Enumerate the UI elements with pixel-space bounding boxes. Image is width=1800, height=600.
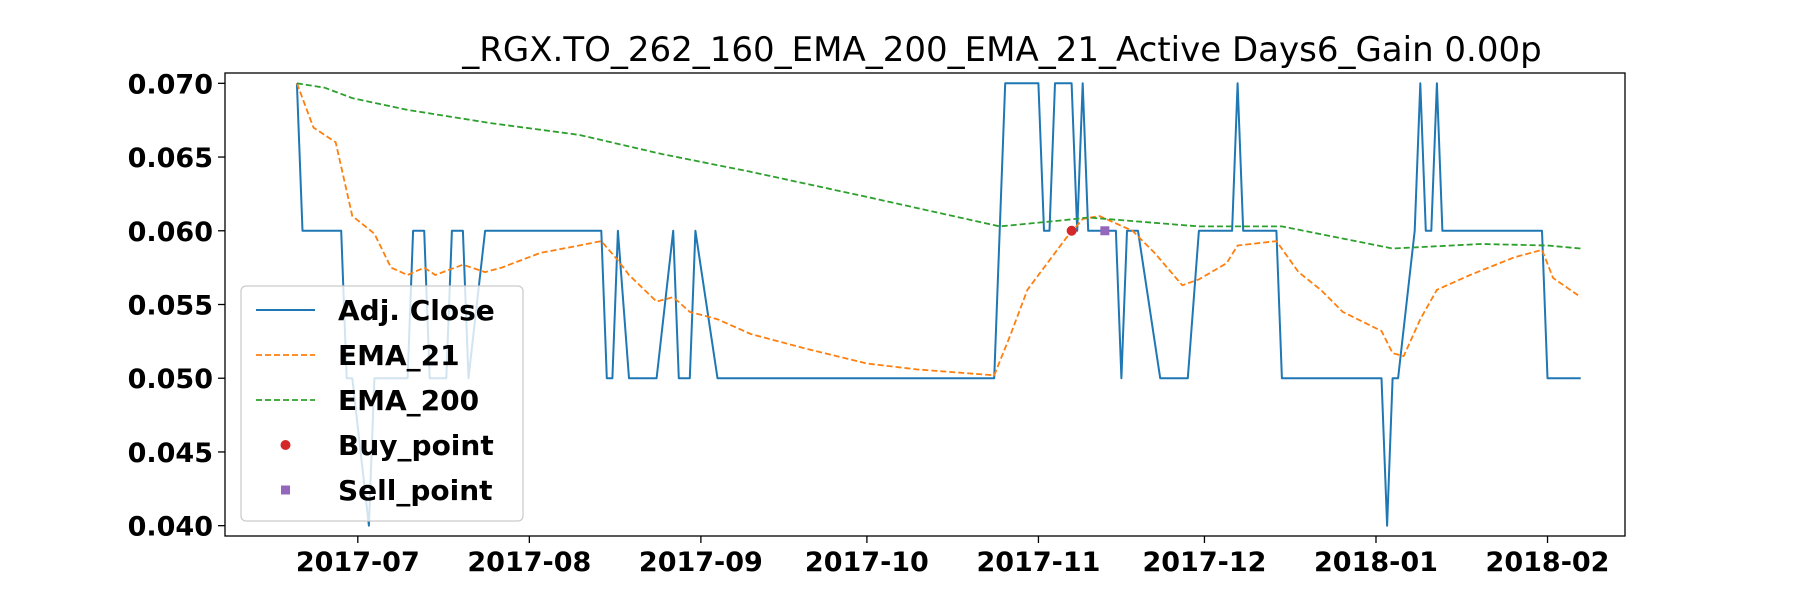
legend-label-buy-point: Buy_point (338, 429, 494, 462)
series-line-ema-200 (296, 82, 1581, 250)
legend: Adj. Close EMA_21 EMA_200 Buy_point Sell_poi… (240, 285, 524, 522)
legend-label-ema-200: EMA_200 (338, 384, 479, 417)
y-tick-label: 0.050 (128, 364, 213, 395)
x-tick-label: 2017-07 (296, 547, 420, 578)
marker-sell-point (1100, 226, 1110, 236)
y-tick-label: 0.070 (128, 69, 213, 100)
series-line-ema-21 (296, 82, 1582, 377)
x-tick-label: 2017-11 (976, 547, 1100, 578)
y-axis: 0.070 0.065 0.060 0.055 0.050 0.045 0.040 (128, 69, 225, 543)
x-tick-label: 2017-09 (639, 547, 763, 578)
legend-label-sell-point: Sell_point (338, 474, 493, 507)
x-tick-label: 2018-02 (1486, 547, 1610, 578)
y-tick-label: 0.055 (128, 291, 213, 322)
legend-handle-buy-point (280, 440, 291, 450)
legend-handle-sell-point (281, 485, 290, 495)
legend-label-ema-21: EMA_21 (338, 339, 460, 372)
chart-title: _RGX.TO_262_160_EMA_200_EMA_21_Active Da… (461, 30, 1541, 70)
legend-items: Adj. Close EMA_21 EMA_200 Buy_point Sell_poi… (256, 294, 495, 507)
plot-area (224, 72, 1626, 537)
y-tick-label: 0.040 (128, 512, 213, 543)
y-tick-label: 0.065 (128, 143, 213, 174)
y-tick-label: 0.060 (128, 217, 213, 248)
marker-layer (1066, 225, 1110, 236)
x-tick-label: 2018-01 (1314, 547, 1438, 578)
legend-box (240, 285, 524, 522)
x-axis: 2017-07 2017-08 2017-09 2017-10 2017-11 2017-… (296, 536, 1610, 578)
y-tick-label: 0.045 (128, 438, 213, 469)
x-tick-label: 2017-08 (467, 547, 591, 578)
marker-buy-point (1066, 225, 1077, 236)
x-tick-label: 2017-12 (1142, 547, 1266, 578)
x-tick-label: 2017-10 (805, 547, 929, 578)
legend-label-adj-close: Adj. Close (338, 294, 495, 327)
